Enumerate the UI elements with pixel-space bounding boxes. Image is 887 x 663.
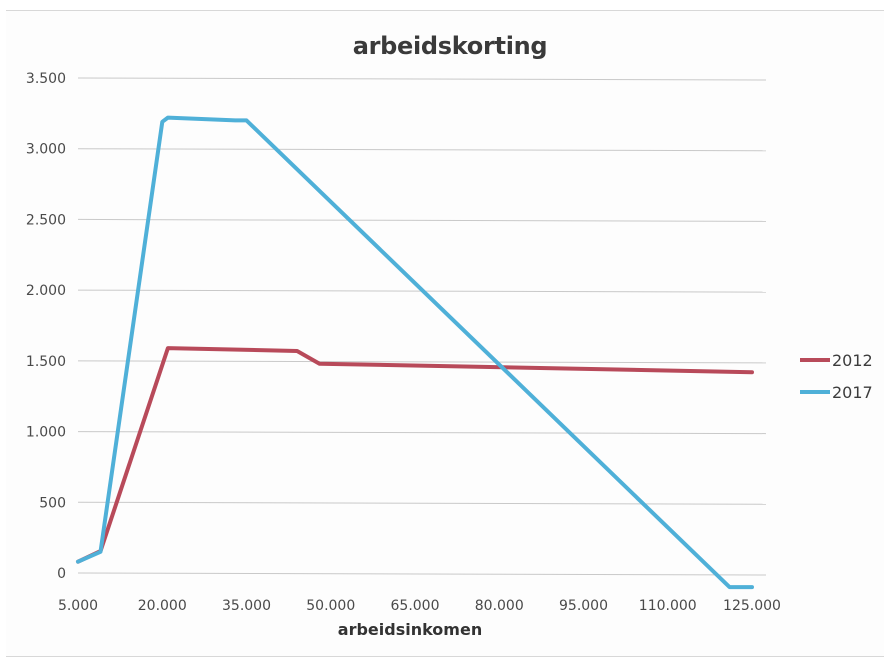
- y-tick-label: 1.500: [26, 354, 66, 370]
- gridline: [77, 148, 767, 152]
- x-tick-label: 20.000: [138, 598, 187, 614]
- x-tick-label: 95.000: [559, 598, 608, 614]
- gridline: [77, 77, 767, 81]
- y-axis-ticks: 0 500 1.000 1.500 2.000 2.500 3.000 3.500: [26, 71, 66, 582]
- gridline: [77, 572, 767, 576]
- x-tick-label: 5.000: [58, 598, 98, 614]
- series-lines: [76, 115, 754, 590]
- x-tick-label: 35.000: [222, 598, 271, 614]
- y-tick-label: 0: [57, 566, 66, 582]
- y-tick-label: 3.000: [26, 142, 66, 158]
- legend-label-2017: 2017: [832, 382, 873, 402]
- y-tick-label: 2.500: [26, 212, 66, 228]
- legend-swatch-2012: [800, 358, 830, 362]
- x-axis-label: arbeidsinkomen: [337, 620, 483, 639]
- gridline: [77, 501, 767, 505]
- x-tick-label: 65.000: [391, 598, 440, 614]
- x-tick-label: 110.000: [639, 598, 697, 614]
- gridline: [77, 431, 767, 435]
- x-tick-label: 125.000: [723, 598, 781, 614]
- series-line-2012: [76, 346, 754, 564]
- x-tick-label: 50.000: [306, 598, 355, 614]
- x-axis-ticks: 5.000 20.000 35.000 50.000 65.000 80.000 95.00…: [58, 598, 781, 614]
- legend-label-2012: 2012: [832, 350, 873, 370]
- legend-item-2017: 2017: [800, 376, 873, 408]
- y-tick-label: 1.000: [26, 425, 66, 441]
- x-tick-label: 80.000: [475, 598, 524, 614]
- legend: 2012 2017: [800, 344, 873, 408]
- grid-lines: [77, 77, 767, 576]
- series-line-2017: [76, 115, 754, 590]
- gridline: [77, 218, 767, 222]
- legend-swatch-2017: [800, 390, 830, 394]
- chart-title: arbeidskorting: [352, 32, 548, 60]
- gridline: [77, 360, 767, 364]
- y-tick-label: 500: [39, 495, 66, 511]
- y-tick-label: 3.500: [26, 71, 66, 87]
- y-tick-label: 2.000: [26, 283, 66, 299]
- legend-item-2012: 2012: [800, 344, 873, 376]
- chart-paper: [6, 10, 884, 657]
